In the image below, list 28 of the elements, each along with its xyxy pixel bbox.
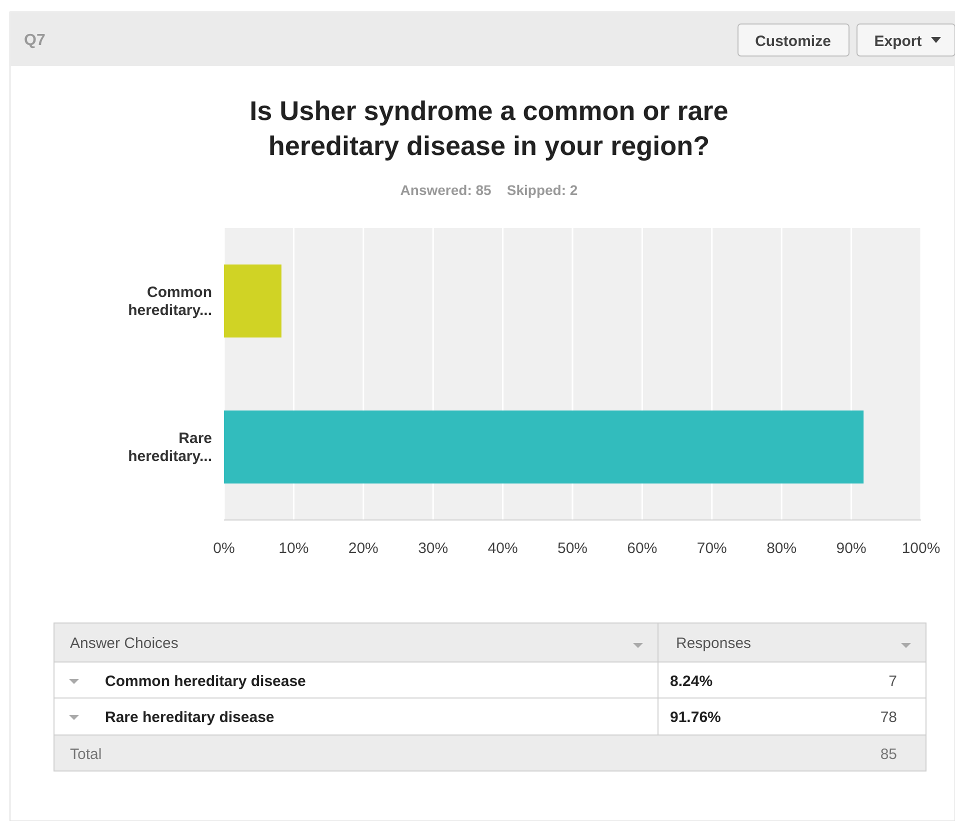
- text: 7: [888, 673, 897, 690]
- text: Rare hereditary disease: [105, 709, 274, 726]
- text: Q7: [24, 32, 46, 49]
- text: Customize: [755, 33, 831, 50]
- x-tick-label: 60%: [627, 540, 658, 557]
- x-tick-label: 20%: [348, 540, 378, 557]
- x-tick-label: 100%: [902, 540, 940, 557]
- x-tick-label: 30%: [418, 540, 448, 557]
- text: Answer Choices: [70, 635, 178, 652]
- text: Common hereditary disease: [105, 673, 306, 690]
- text: 91.76%: [670, 709, 721, 726]
- text: 8.24%: [670, 673, 713, 690]
- y-tick-label: Common hereditary...: [128, 284, 212, 319]
- x-tick-label: 50%: [557, 540, 588, 557]
- x-tick-label: 10%: [278, 540, 309, 557]
- x-tick-label: 0%: [213, 540, 235, 557]
- x-tick-label: 90%: [836, 540, 866, 557]
- x-tick-label: 70%: [696, 540, 727, 557]
- chart-subtitle: Answered: 85 Skipped: 2: [400, 182, 578, 198]
- y-tick-label: Rare hereditary...: [128, 430, 212, 465]
- text: Total: [70, 746, 102, 763]
- text: Export: [874, 33, 922, 50]
- chart-title: Is Usher syndrome a common or rare hereditary disease in your region?: [250, 96, 728, 161]
- x-tick-label: 80%: [766, 540, 797, 557]
- text: 85: [880, 746, 897, 763]
- text: 78: [880, 709, 897, 726]
- x-tick-label: 40%: [488, 540, 518, 557]
- text: Responses: [676, 635, 752, 652]
